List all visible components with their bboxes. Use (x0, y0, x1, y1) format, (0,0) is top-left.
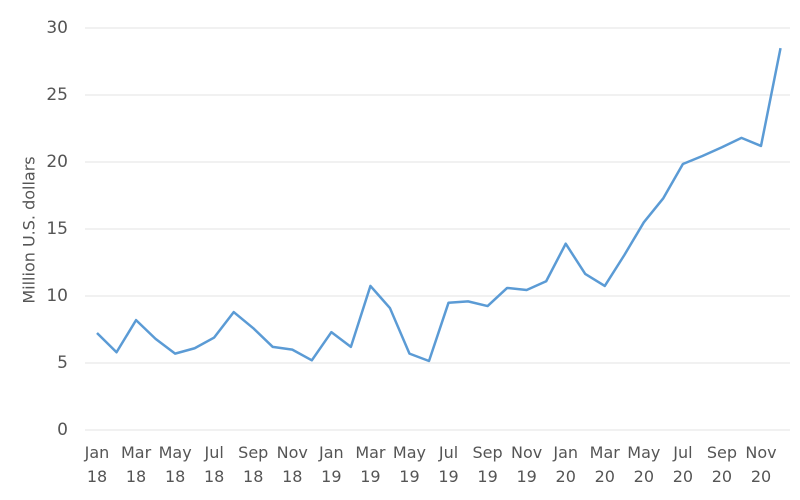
data-line (96, 47, 782, 363)
x-tick-label: Jul 18 (204, 443, 225, 486)
y-tick-label: 30 (46, 18, 68, 38)
x-tick-label: Mar 19 (355, 443, 386, 486)
x-tick-label: Jan 18 (84, 443, 110, 486)
y-tick-label: 25 (46, 85, 68, 105)
y-tick-label: 5 (57, 353, 68, 373)
y-tick-label: 20 (46, 152, 68, 172)
x-tick-label: Jan 19 (318, 443, 344, 486)
x-tick-label: Sep 20 (707, 443, 737, 486)
x-tick-label: Mar 20 (590, 443, 621, 486)
x-tick-label: Jul 19 (438, 443, 459, 486)
x-tick-label: Jul 20 (672, 443, 693, 486)
y-tick-label: 15 (46, 219, 68, 239)
x-tick-label: Sep 19 (473, 443, 503, 486)
x-tick-label: Jan 20 (552, 443, 578, 486)
x-tick-label: Sep 18 (238, 443, 268, 486)
x-tick-label: Nov 19 (511, 443, 542, 486)
y-axis-title: Million U.S. dollars (20, 156, 39, 303)
y-tick-label: 10 (46, 286, 68, 306)
x-tick-label: May 20 (627, 443, 660, 486)
x-tick-label: Nov 20 (745, 443, 776, 486)
y-tick-label: 0 (57, 420, 68, 440)
x-tick-label: Nov 18 (277, 443, 308, 486)
x-tick-label: Mar 18 (121, 443, 152, 486)
x-tick-label: May 18 (159, 443, 192, 486)
x-tick-label: May 19 (393, 443, 426, 486)
